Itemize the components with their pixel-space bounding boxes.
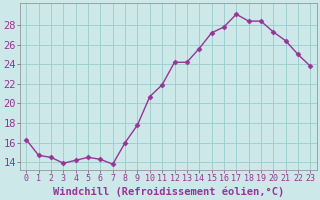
X-axis label: Windchill (Refroidissement éolien,°C): Windchill (Refroidissement éolien,°C): [53, 186, 284, 197]
